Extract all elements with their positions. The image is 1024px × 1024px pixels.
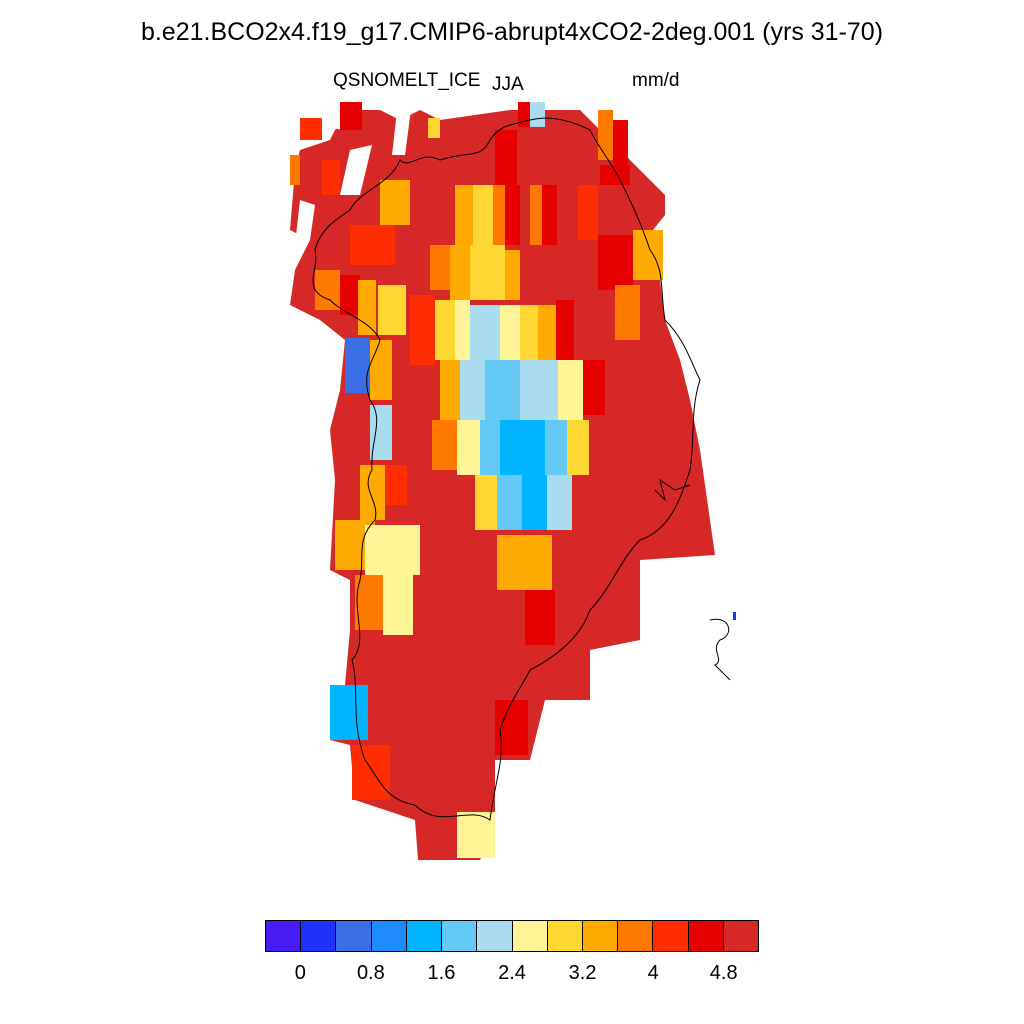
colorbar-swatch-3 bbox=[371, 921, 407, 951]
colorbar-swatch-11 bbox=[653, 921, 689, 951]
colorbar-swatch-2 bbox=[336, 921, 372, 951]
colorbar-tick-label: 1.6 bbox=[427, 962, 456, 984]
units-label: mm/d bbox=[632, 70, 680, 91]
colorbar-swatch-5 bbox=[442, 921, 478, 951]
coastline bbox=[312, 117, 731, 821]
colorbar-swatch-1 bbox=[301, 921, 337, 951]
colorbar-swatch-13 bbox=[723, 921, 759, 951]
colorbar-swatch-12 bbox=[688, 921, 724, 951]
colorbar-tick-label: 0.8 bbox=[356, 962, 385, 984]
colorbar-tick-label: 3.2 bbox=[568, 962, 597, 984]
colorbar-swatch-10 bbox=[618, 921, 654, 951]
colorbar-swatch-0 bbox=[266, 921, 302, 951]
colorbar-tick-label: 0 bbox=[294, 962, 306, 984]
blue-speck bbox=[733, 612, 736, 620]
colorbar-swatch-7 bbox=[512, 921, 548, 951]
season-label: JJA bbox=[492, 74, 524, 95]
colorbar-swatch-4 bbox=[406, 921, 443, 951]
colorbar-tick-label: 2.4 bbox=[498, 962, 526, 984]
colorbar-tick-label: 4 bbox=[647, 962, 659, 984]
variable-label: QSNOMELT_ICE bbox=[333, 70, 481, 91]
colorbar-swatch-8 bbox=[547, 921, 583, 951]
plot-title: b.e21.BCO2x4.f19_g17.CMIP6-abrupt4xCO2-2… bbox=[140, 18, 884, 46]
colorbar-swatch-9 bbox=[582, 921, 619, 951]
colorbar bbox=[265, 920, 759, 952]
colorbar-swatch-6 bbox=[477, 921, 513, 951]
colorbar-tick-label: 4.8 bbox=[709, 962, 738, 984]
